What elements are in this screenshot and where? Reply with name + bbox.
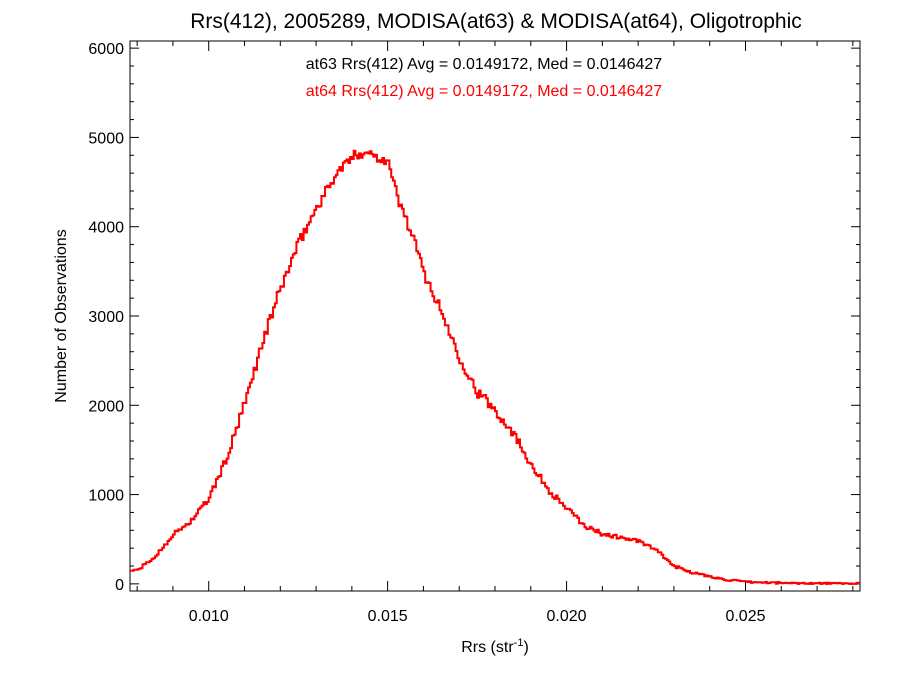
x-tick-label: 0.025 — [725, 608, 765, 625]
y-tick-label: 2000 — [88, 398, 124, 415]
series-at64-line — [130, 149, 860, 585]
series-layer — [130, 149, 860, 585]
y-tick-label: 5000 — [88, 130, 124, 147]
x-tick-label: 0.020 — [547, 608, 587, 625]
y-axis-label: Number of Observations — [53, 229, 70, 402]
y-tick-label: 1000 — [88, 488, 124, 505]
annotation-at63: at63 Rrs(412) Avg = 0.0149172, Med = 0.0… — [306, 56, 663, 73]
y-axis: 0 1000 2000 3000 4000 5000 6000 — [88, 41, 860, 594]
x-axis-label: Rrs (str-1) — [461, 637, 529, 656]
series-at63-line — [130, 149, 860, 585]
x-axis-label-suffix: ) — [523, 639, 528, 656]
x-axis-label-superscript: -1 — [514, 637, 524, 649]
annotation-at64: at64 Rrs(412) Avg = 0.0149172, Med = 0.0… — [306, 83, 663, 100]
y-tick-label: 4000 — [88, 220, 124, 237]
x-axis-label-main: Rrs (str — [461, 639, 514, 656]
x-tick-label: 0.010 — [189, 608, 229, 625]
x-axis: 0.010 0.015 0.020 0.025 — [136, 41, 854, 625]
chart-title: Rrs(412), 2005289, MODISA(at63) & MODISA… — [190, 10, 802, 33]
y-tick-label: 3000 — [88, 309, 124, 326]
y-tick-label: 6000 — [88, 41, 124, 58]
x-tick-label: 0.015 — [368, 608, 408, 625]
plot-frame — [129, 40, 861, 592]
y-tick-label: 0 — [115, 577, 124, 594]
